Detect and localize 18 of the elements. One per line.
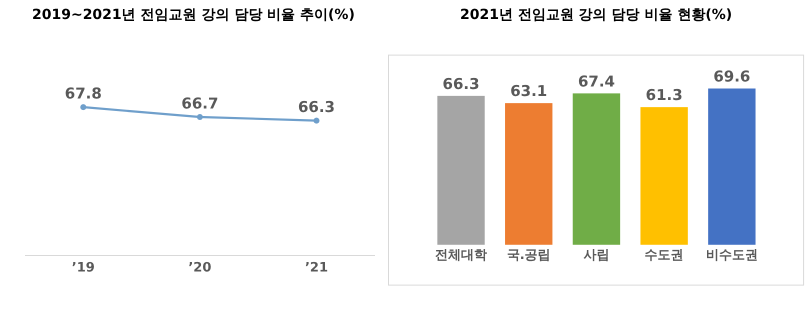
x-tick-label: ’21 — [304, 260, 328, 276]
x-tick-label: 사립 — [583, 248, 610, 263]
x-tick-label: ’19 — [72, 260, 95, 276]
chart-title: 2019~2021년 전임교원 강의 담당 비율 추이(%) — [32, 7, 355, 23]
data-label: 63.1 — [510, 82, 548, 100]
data-label: 69.6 — [713, 67, 750, 86]
data-label: 66.7 — [181, 94, 218, 112]
data-label: 61.3 — [646, 86, 683, 104]
data-label: 67.8 — [64, 84, 102, 103]
x-tick-label: 수도권 — [644, 248, 684, 263]
x-tick-label: 전체대학 — [435, 248, 488, 263]
x-tick-label: ’20 — [188, 260, 212, 276]
data-label: 67.4 — [578, 72, 615, 90]
x-tick-label: 국.공립 — [506, 248, 551, 263]
data-label: 66.3 — [442, 74, 480, 93]
chart-title: 2021년 전임교원 강의 담당 비율 현황(%) — [460, 7, 732, 23]
x-tick-label: 비수도권 — [706, 248, 758, 263]
data-label: 66.3 — [298, 98, 335, 116]
